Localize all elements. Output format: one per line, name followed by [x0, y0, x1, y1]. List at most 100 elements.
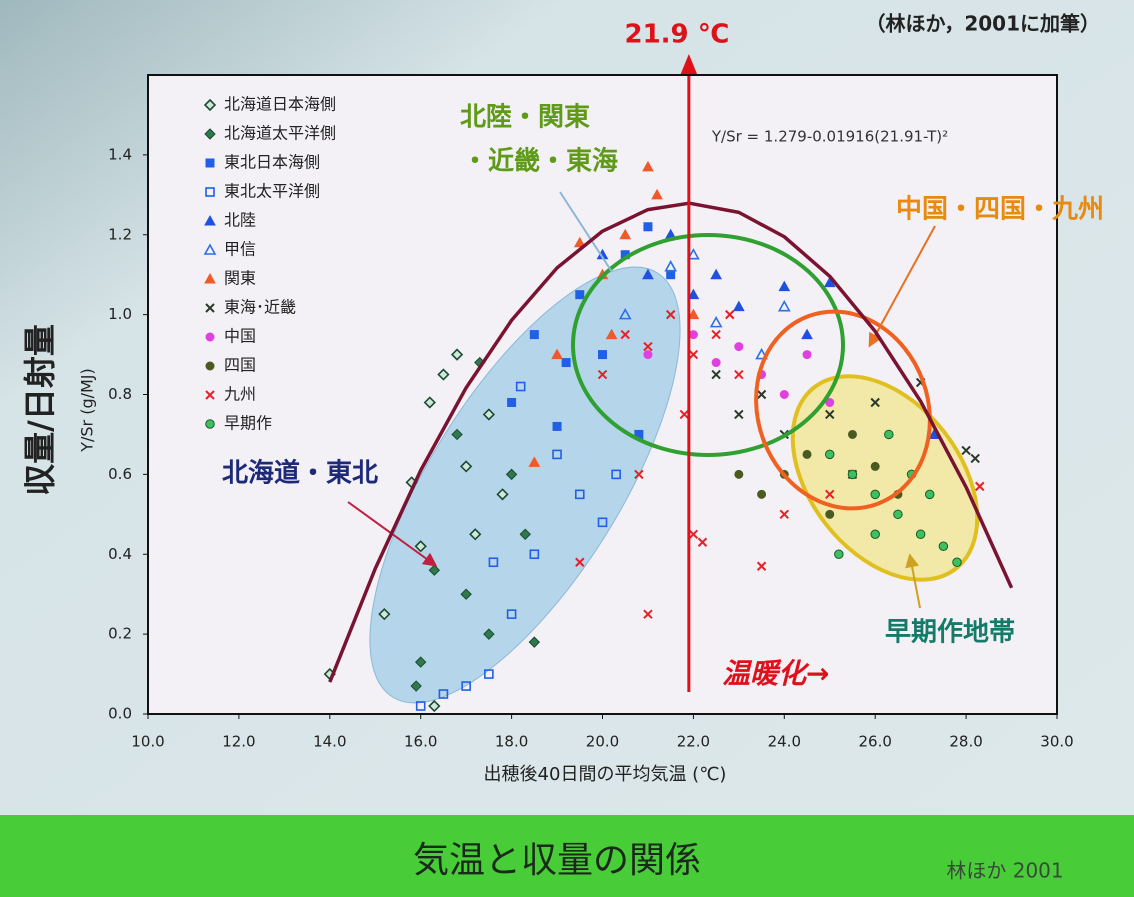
point — [619, 228, 632, 240]
point — [779, 390, 789, 399]
x-tick-label: 26.0 — [858, 733, 891, 751]
point — [611, 469, 621, 480]
title-bar — [0, 815, 1134, 897]
point — [779, 509, 790, 520]
point — [414, 656, 427, 668]
legend-label: 中国 — [224, 327, 256, 346]
point — [575, 557, 585, 567]
point — [414, 540, 427, 553]
legend-label: 北陸 — [224, 211, 256, 230]
legend-marker — [205, 303, 215, 313]
region-label: 中国・四国・九州 — [896, 195, 1104, 225]
point — [642, 268, 654, 280]
x-axis-label: 出穂後40日間の平均気温 (℃) — [484, 764, 727, 785]
point — [961, 445, 971, 456]
reference-label: 21.9 ℃ — [625, 20, 730, 50]
point — [847, 429, 857, 439]
y-tick-label: 1.0 — [108, 305, 132, 323]
point — [778, 280, 791, 292]
region-ellipse — [571, 233, 845, 457]
point — [823, 276, 836, 288]
legend-marker — [203, 98, 217, 112]
point — [825, 509, 835, 519]
point — [450, 348, 464, 361]
point — [924, 489, 935, 500]
x-tick-label: 28.0 — [949, 733, 982, 751]
region-label: 北海道・東北 — [222, 458, 378, 489]
legend-label: 東海･近畿 — [224, 298, 296, 317]
legend-label: 九州 — [224, 385, 256, 404]
y-axis-sublabel: Y/Sr (g/MJ) — [78, 368, 97, 453]
point — [643, 350, 653, 360]
point — [825, 409, 835, 420]
point — [551, 348, 563, 360]
point — [515, 381, 526, 392]
point — [666, 270, 676, 280]
x-tick-label: 20.0 — [586, 733, 619, 751]
legend-marker — [204, 272, 216, 284]
point — [451, 428, 463, 441]
point — [802, 350, 812, 360]
arrow — [559, 191, 613, 273]
y-axis-label: 収量/日射量 — [21, 324, 59, 496]
legend-label: 東北日本海側 — [224, 153, 320, 172]
x-tick-label: 18.0 — [495, 733, 528, 751]
x-tick-label: 30.0 — [1040, 733, 1073, 751]
legend-label: 甲信 — [224, 240, 256, 259]
y-tick-label: 0.6 — [108, 465, 132, 483]
point — [505, 468, 518, 481]
y-tick-label: 0.8 — [108, 385, 132, 403]
legend-marker — [205, 332, 215, 342]
point — [642, 160, 654, 172]
point — [687, 308, 700, 320]
point — [870, 489, 880, 500]
legend-marker — [205, 419, 215, 429]
point — [970, 453, 980, 464]
point — [488, 557, 499, 568]
point — [870, 461, 880, 471]
point — [598, 350, 607, 360]
point — [801, 328, 813, 340]
region-label: 早期作地帯 — [885, 618, 1015, 648]
point — [825, 397, 835, 407]
point — [643, 222, 653, 232]
point — [915, 529, 926, 540]
overlay — [328, 54, 1014, 692]
point — [893, 509, 903, 520]
point — [469, 528, 482, 541]
point — [870, 397, 880, 408]
region-label: 北陸・関東 — [460, 103, 590, 133]
point — [870, 529, 880, 540]
point — [529, 549, 540, 560]
point — [561, 358, 571, 368]
point — [597, 369, 608, 380]
point — [378, 608, 391, 621]
legend-marker — [205, 361, 215, 371]
y-tick-label: 1.4 — [108, 145, 132, 163]
legend-marker — [205, 158, 215, 168]
point — [711, 329, 721, 340]
point — [528, 636, 541, 648]
point — [528, 456, 541, 467]
point — [597, 517, 608, 528]
legend-marker — [204, 128, 216, 140]
point — [643, 341, 653, 352]
point — [756, 561, 767, 571]
point — [688, 349, 699, 360]
point — [437, 368, 450, 381]
legend-label: 四国 — [224, 356, 256, 375]
y-tick-label: 0.0 — [108, 705, 132, 723]
x-tick-label: 12.0 — [222, 733, 255, 751]
point — [756, 389, 767, 400]
fit-curve — [328, 201, 1014, 683]
x-tick-label: 10.0 — [131, 733, 164, 751]
note: （林ほか，2001に加筆） — [866, 12, 1100, 36]
point — [605, 328, 618, 340]
legend-marker — [205, 187, 215, 197]
point — [825, 449, 835, 460]
point — [634, 469, 644, 480]
legend-marker — [203, 243, 217, 255]
legend-marker — [204, 214, 216, 226]
point — [697, 537, 708, 547]
